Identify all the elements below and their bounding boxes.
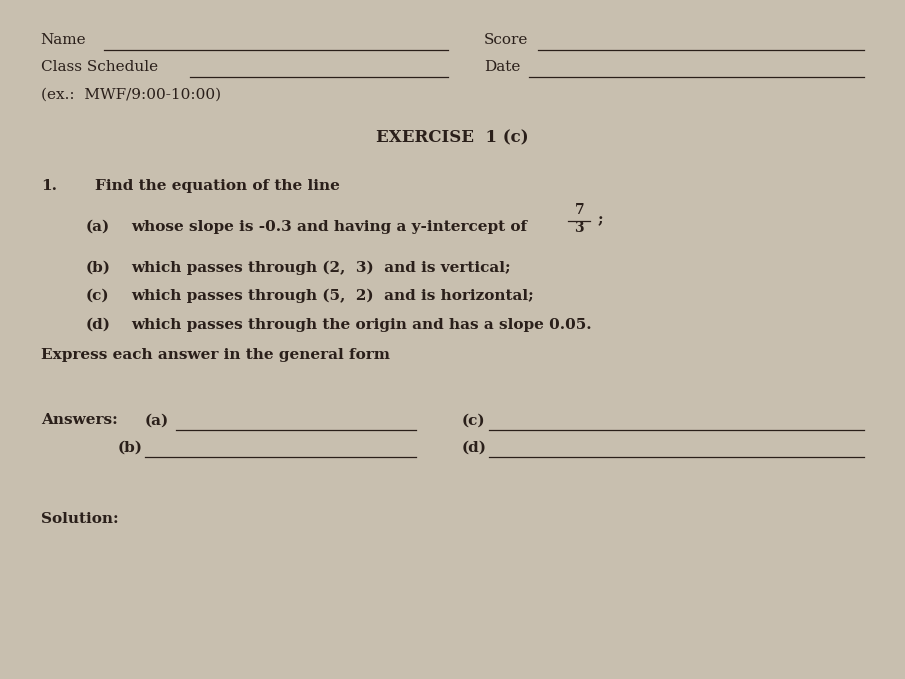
Text: (d): (d) [86, 318, 111, 331]
Text: 7: 7 [575, 203, 584, 217]
Text: Class Schedule: Class Schedule [41, 60, 157, 74]
Text: Express each answer in the general form: Express each answer in the general form [41, 348, 390, 361]
Text: Date: Date [484, 60, 520, 74]
Text: (a): (a) [86, 220, 110, 234]
Text: which passes through the origin and has a slope 0.05.: which passes through the origin and has … [131, 318, 592, 331]
Text: (a): (a) [145, 414, 169, 427]
Text: 3: 3 [575, 221, 584, 235]
Text: (b): (b) [86, 261, 111, 274]
Text: (c): (c) [86, 289, 110, 303]
Text: which passes through (2,  3)  and is vertical;: which passes through (2, 3) and is verti… [131, 260, 510, 274]
Text: EXERCISE  1 (c): EXERCISE 1 (c) [376, 130, 529, 147]
Text: (ex.:  MWF/9:00-10:00): (ex.: MWF/9:00-10:00) [41, 88, 221, 101]
Text: Solution:: Solution: [41, 512, 119, 526]
Text: Find the equation of the line: Find the equation of the line [95, 179, 340, 193]
Text: ;: ; [597, 213, 603, 227]
Text: Name: Name [41, 33, 86, 47]
Text: which passes through (5,  2)  and is horizontal;: which passes through (5, 2) and is horiz… [131, 289, 534, 303]
Text: Answers:: Answers: [41, 414, 118, 427]
Text: Score: Score [484, 33, 529, 47]
Text: (b): (b) [118, 441, 143, 454]
Text: whose slope is -0.3 and having a y-intercept of: whose slope is -0.3 and having a y-inter… [131, 220, 533, 234]
Text: 1.: 1. [41, 179, 57, 193]
Text: (c): (c) [462, 414, 485, 427]
Text: (d): (d) [462, 441, 487, 454]
